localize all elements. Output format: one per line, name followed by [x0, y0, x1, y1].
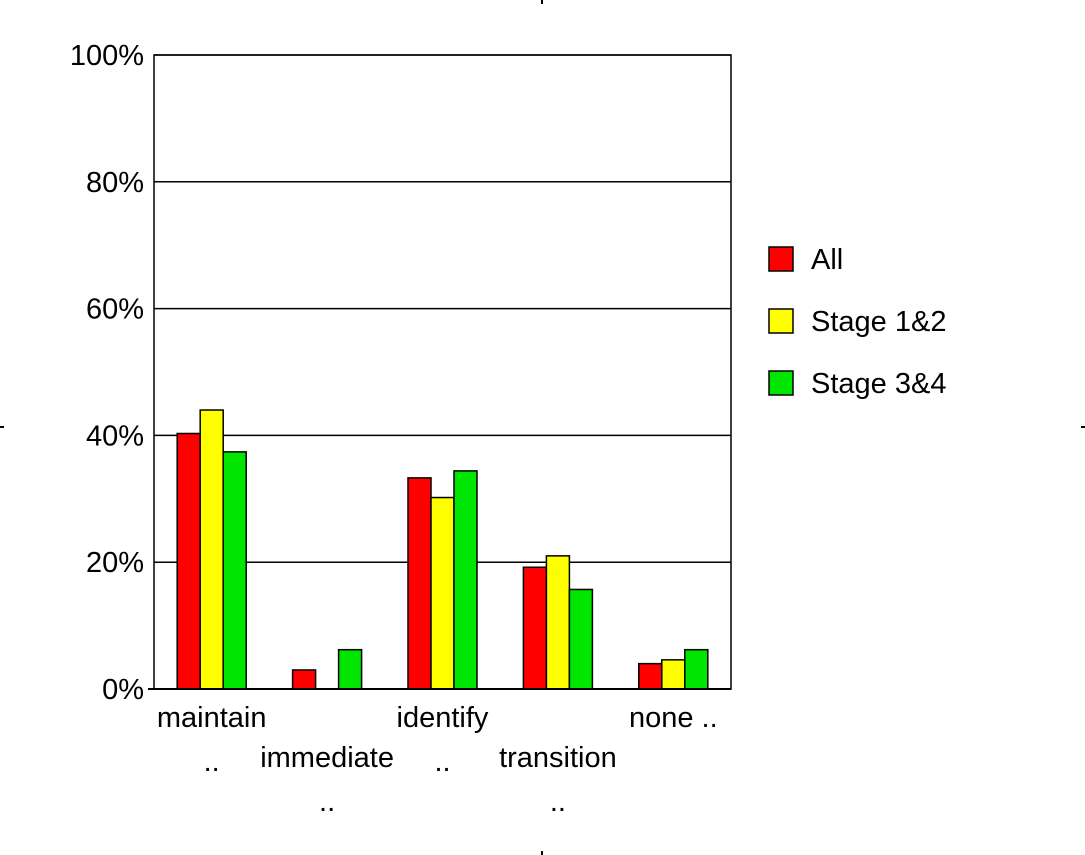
bar-stage-3-4: [337, 648, 363, 690]
bar-stage-1-2: [661, 659, 686, 690]
bar-stage-1-2: [430, 496, 455, 690]
x-category-label: transition: [499, 742, 617, 774]
bar-all: [522, 566, 548, 690]
x-category-label: ..: [550, 786, 566, 818]
y-tick-label: 20%: [86, 547, 144, 579]
bars: [176, 409, 709, 690]
legend: All Stage 1&2 Stage 3&4: [768, 244, 946, 400]
legend-swatch: [768, 308, 794, 334]
legend-label: All: [811, 244, 843, 276]
bar-all: [291, 669, 317, 690]
bar-stage-3-4: [684, 648, 709, 690]
bar-stage-1-2: [545, 555, 571, 690]
y-tick-label: 100%: [70, 40, 144, 72]
bar-all: [638, 662, 663, 690]
x-category-label: identify: [397, 702, 489, 734]
legend-swatch: [768, 246, 794, 272]
y-tick-labels: 0% 20% 40% 60% 80% 100%: [70, 40, 144, 706]
bar-all: [176, 432, 201, 690]
legend-label: Stage 3&4: [811, 368, 946, 400]
x-category-label: maintain: [157, 702, 267, 734]
bar-stage-3-4: [222, 451, 247, 690]
x-category-label: ..: [434, 746, 450, 778]
axes: [148, 54, 732, 690]
x-category-label: ..: [204, 746, 220, 778]
x-category-label: none ..: [629, 702, 718, 734]
bar-stage-3-4: [453, 470, 478, 690]
y-tick-label: 0%: [102, 674, 144, 706]
bar-all: [407, 477, 432, 690]
legend-label: Stage 1&2: [811, 306, 946, 338]
bar-stage-3-4: [568, 588, 594, 690]
x-category-labels: maintain.. immediate.. identify.. transitio…: [157, 702, 718, 818]
y-tick-label: 40%: [86, 420, 144, 452]
y-tick-label: 60%: [86, 294, 144, 326]
y-tick-label: 80%: [86, 167, 144, 199]
legend-swatch: [768, 370, 794, 396]
x-category-label: ..: [319, 786, 335, 818]
x-category-label: immediate: [260, 742, 394, 774]
bar-stage-1-2: [199, 409, 224, 690]
